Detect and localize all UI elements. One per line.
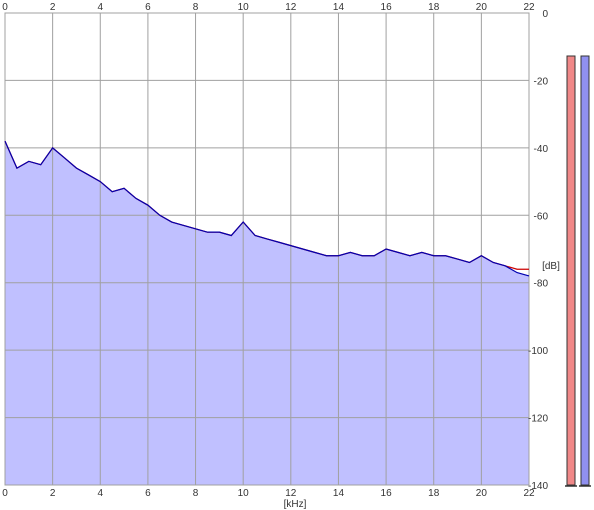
x-tick-label-bottom: 12 xyxy=(285,488,297,499)
x-tick-label-top: 10 xyxy=(238,2,250,13)
level-meter-left xyxy=(566,55,576,486)
x-tick-label-top: 20 xyxy=(476,2,488,13)
x-tick-label-bottom: 6 xyxy=(145,488,151,499)
x-tick-label-top: 6 xyxy=(145,2,151,13)
x-tick-label-top: 4 xyxy=(97,2,103,13)
y-tick-labels: 0 -20 -40 -60 -80 -100 -120 -140 xyxy=(528,9,548,492)
x-tick-label-bottom: 16 xyxy=(381,488,393,499)
x-tick-label-top: 22 xyxy=(523,2,535,13)
x-tick-label-top: 18 xyxy=(428,2,440,13)
y-tick-label: -100 xyxy=(528,346,548,357)
y-tick-label: -60 xyxy=(534,211,549,222)
x-tick-label-bottom: 20 xyxy=(476,488,488,499)
level-meter-right xyxy=(580,55,590,486)
x-tick-label-bottom: 0 xyxy=(2,488,8,499)
x-tick-labels-bottom: 0 2 4 6 8 10 12 14 16 18 20 22 xyxy=(2,488,535,499)
x-tick-label-bottom: 14 xyxy=(333,488,345,499)
x-tick-label-bottom: 22 xyxy=(523,488,535,499)
y-tick-label: 0 xyxy=(542,9,548,20)
y-tick-label: -140 xyxy=(528,481,548,492)
x-tick-label-top: 2 xyxy=(50,2,56,13)
spectrum-fill-area xyxy=(5,141,529,486)
y-tick-label: -80 xyxy=(534,279,549,290)
y-tick-label: -40 xyxy=(534,144,549,155)
x-tick-label-bottom: 18 xyxy=(428,488,440,499)
x-tick-label-top: 0 xyxy=(2,2,8,13)
y-tick-label: -20 xyxy=(534,76,549,87)
plot-border xyxy=(4,12,530,486)
x-tick-label-bottom: 8 xyxy=(193,488,199,499)
x-tick-label-top: 8 xyxy=(193,2,199,13)
grid-lines xyxy=(4,12,530,486)
x-tick-label-bottom: 4 xyxy=(97,488,103,499)
x-tick-label-top: 14 xyxy=(333,2,345,13)
x-tick-label-top: 16 xyxy=(381,2,393,13)
level-meters xyxy=(565,55,591,487)
x-tick-labels-top: 0 2 4 6 8 10 12 14 16 18 20 22 xyxy=(2,2,535,13)
series-line-2 xyxy=(4,140,530,277)
y-axis-label: [dB] xyxy=(542,261,560,272)
x-tick-label-bottom: 10 xyxy=(238,488,250,499)
x-tick-label-bottom: 2 xyxy=(50,488,56,499)
y-tick-label: -120 xyxy=(528,414,548,425)
x-axis-label: [kHz] xyxy=(284,499,307,510)
x-tick-label-top: 12 xyxy=(285,2,297,13)
spectrum-fill xyxy=(5,141,529,486)
series-lines xyxy=(4,140,530,277)
